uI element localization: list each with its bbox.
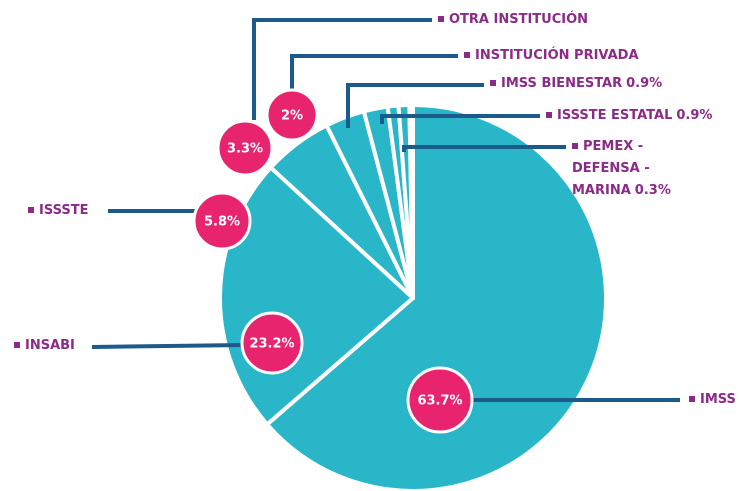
leader-line (402, 145, 566, 152)
value-label: 23.2% (249, 337, 294, 352)
category-name: OTRA INSTITUCIÓN (449, 12, 589, 27)
category-name: IMSS BIENESTAR (501, 76, 623, 91)
value-bubble (265, 88, 319, 142)
slice-label: ISSSTE ESTATAL 0.9% (546, 105, 712, 127)
value-bubble (192, 191, 252, 251)
value-label: 2% (281, 109, 303, 124)
leader-line (91, 343, 246, 349)
value-label: 0.9% (626, 76, 663, 91)
category-name: INSABI (25, 338, 75, 353)
leader-line (380, 114, 540, 124)
leader-line (346, 83, 484, 128)
leader-line (290, 54, 458, 90)
slice-label: IMSS (689, 389, 736, 411)
category-name: PEMEX -DEFENSA -MARINA (572, 139, 650, 198)
slice-label: IMSS BIENESTAR 0.9% (490, 73, 662, 95)
value-bubble (406, 366, 474, 434)
value-label: 5.8% (204, 215, 240, 230)
slice-label: OTRA INSTITUCIÓN (438, 9, 588, 31)
slice-label: INSTITUCIÓN PRIVADA (464, 45, 639, 67)
slice-label: PEMEX -DEFENSA -MARINA 0.3% (572, 136, 707, 202)
leader-line (252, 18, 432, 120)
category-name: ISSSTE (39, 203, 89, 218)
category-name: INSTITUCIÓN PRIVADA (475, 48, 639, 63)
value-bubble (240, 311, 304, 375)
value-bubble (216, 119, 274, 177)
category-name: ISSSTE ESTATAL (557, 108, 673, 123)
category-name: IMSS (700, 392, 736, 407)
value-label: 0.3% (634, 183, 671, 198)
value-label: 0.9% (676, 108, 713, 123)
pie-slice (407, 102, 415, 300)
slice-label: ISSSTE (28, 200, 89, 222)
value-label: 3.3% (227, 142, 263, 157)
value-label: 63.7% (417, 394, 462, 409)
slice-label: INSABI (14, 335, 75, 357)
pie-slice (265, 103, 608, 491)
